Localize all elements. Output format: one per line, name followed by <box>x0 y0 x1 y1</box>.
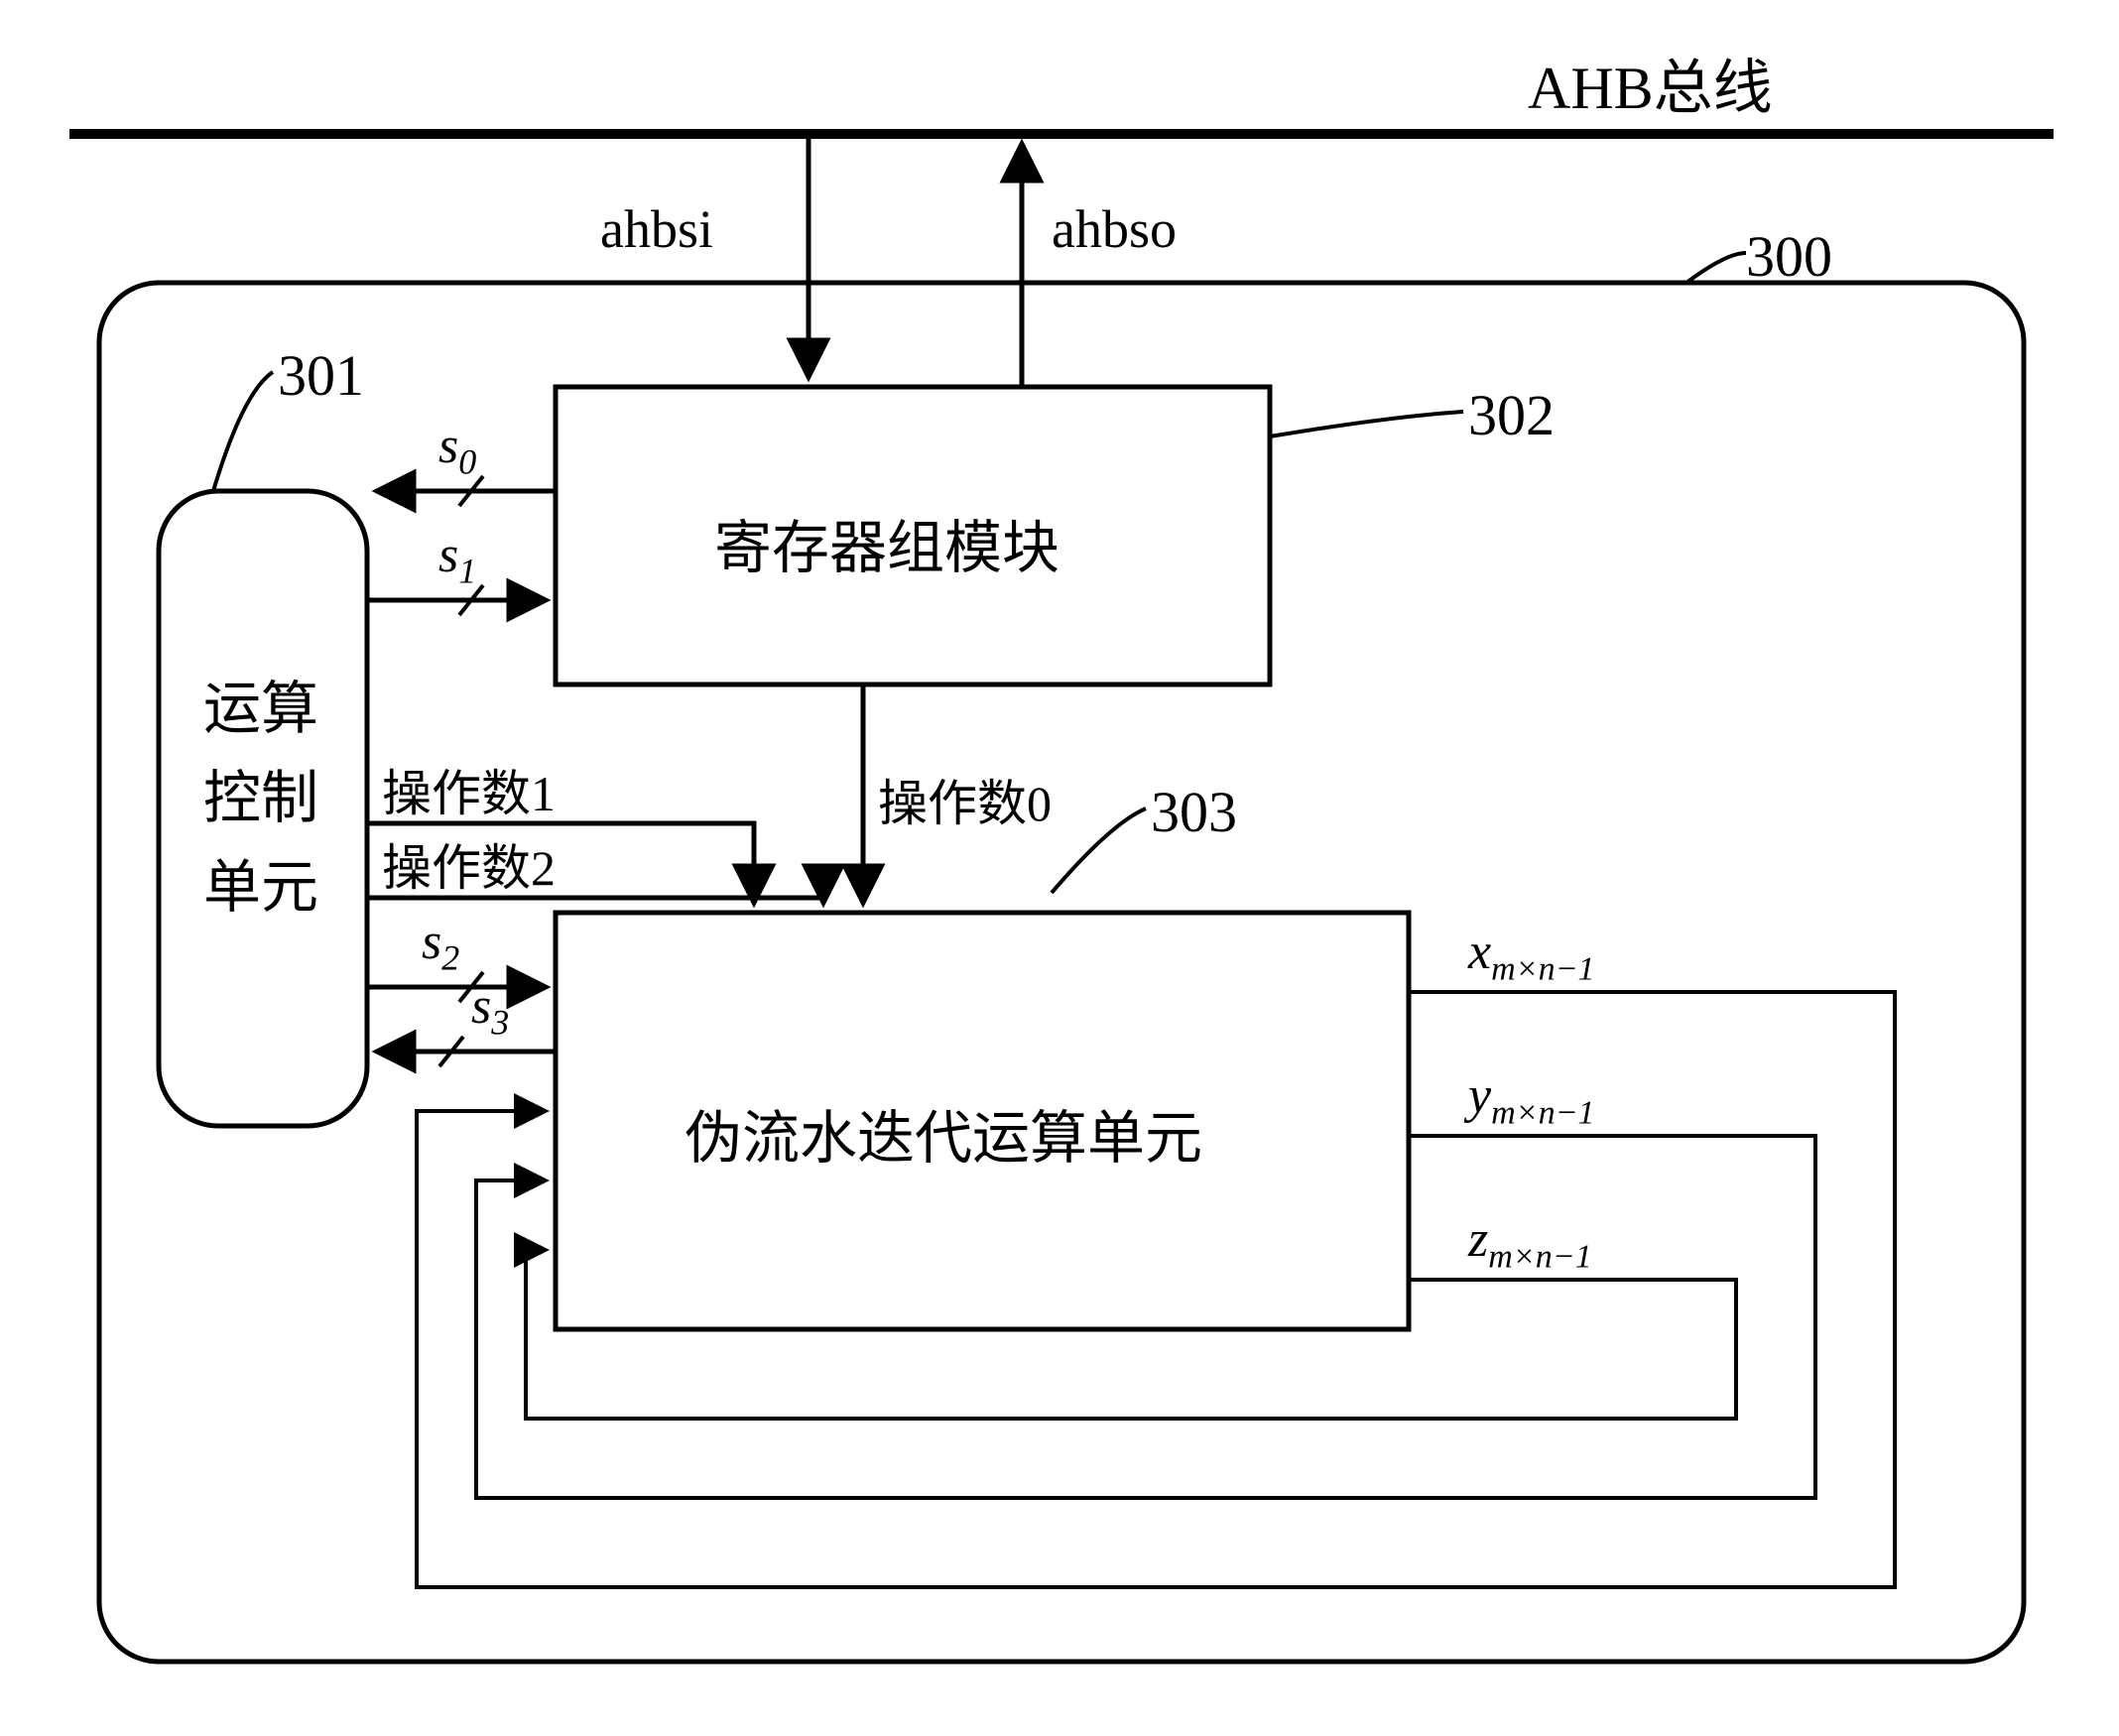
s0-label: s0 <box>438 417 476 482</box>
leader-303 <box>1052 808 1146 893</box>
s2-var: s <box>422 914 441 970</box>
s3-var: s <box>471 978 491 1035</box>
z-var: z <box>1468 1211 1488 1268</box>
x-var: x <box>1468 924 1491 980</box>
diagram-root: AHB总线 ahbsi ahbso 300 301 302 303 运算 控制 … <box>0 0 2119 1736</box>
ref-301-label: 301 <box>278 342 364 409</box>
operand2-label: 操作数2 <box>382 828 556 900</box>
leader-302 <box>1270 412 1463 436</box>
ref-303-label: 303 <box>1151 779 1237 845</box>
block-control-line2: 控制 <box>203 766 318 830</box>
z-out-label: zm×n−1 <box>1468 1210 1592 1276</box>
x-out-label: xm×n−1 <box>1468 923 1595 988</box>
leader-301 <box>213 372 273 491</box>
leader-300 <box>1686 253 1746 283</box>
feedback-y <box>476 1136 1815 1498</box>
y-out-label: ym×n−1 <box>1468 1066 1595 1132</box>
y-var: y <box>1468 1067 1491 1124</box>
block-pipeline-label: 伪流水迭代运算单元 <box>685 1091 1202 1175</box>
s3-label: s3 <box>471 977 509 1043</box>
x-sub: m×n−1 <box>1491 950 1594 987</box>
s3-sub: 3 <box>491 1002 509 1042</box>
bus-title-label: AHB总线 <box>1528 40 1773 126</box>
z-sub: m×n−1 <box>1488 1238 1591 1275</box>
block-control-line1: 运算 <box>203 677 318 741</box>
s0-sub: 0 <box>458 441 476 481</box>
s1-var: s <box>438 527 458 583</box>
block-control-line3: 单元 <box>203 855 318 920</box>
operand1-label: 操作数1 <box>382 754 556 825</box>
ahbsi-label: ahbsi <box>600 198 713 260</box>
s0-var: s <box>438 418 458 474</box>
y-sub: m×n−1 <box>1491 1094 1594 1131</box>
ref-302-label: 302 <box>1468 382 1555 448</box>
ahbso-label: ahbso <box>1052 198 1177 260</box>
ref-300-label: 300 <box>1746 223 1832 290</box>
s2-sub: 2 <box>441 937 459 977</box>
operand0-label: 操作数0 <box>878 764 1052 835</box>
s2-label: s2 <box>422 913 459 978</box>
s1-sub: 1 <box>458 551 476 590</box>
block-register-label: 寄存器组模块 <box>714 501 1060 584</box>
block-control-label: 运算 控制 单元 <box>203 665 318 932</box>
s1-label: s1 <box>438 526 476 591</box>
